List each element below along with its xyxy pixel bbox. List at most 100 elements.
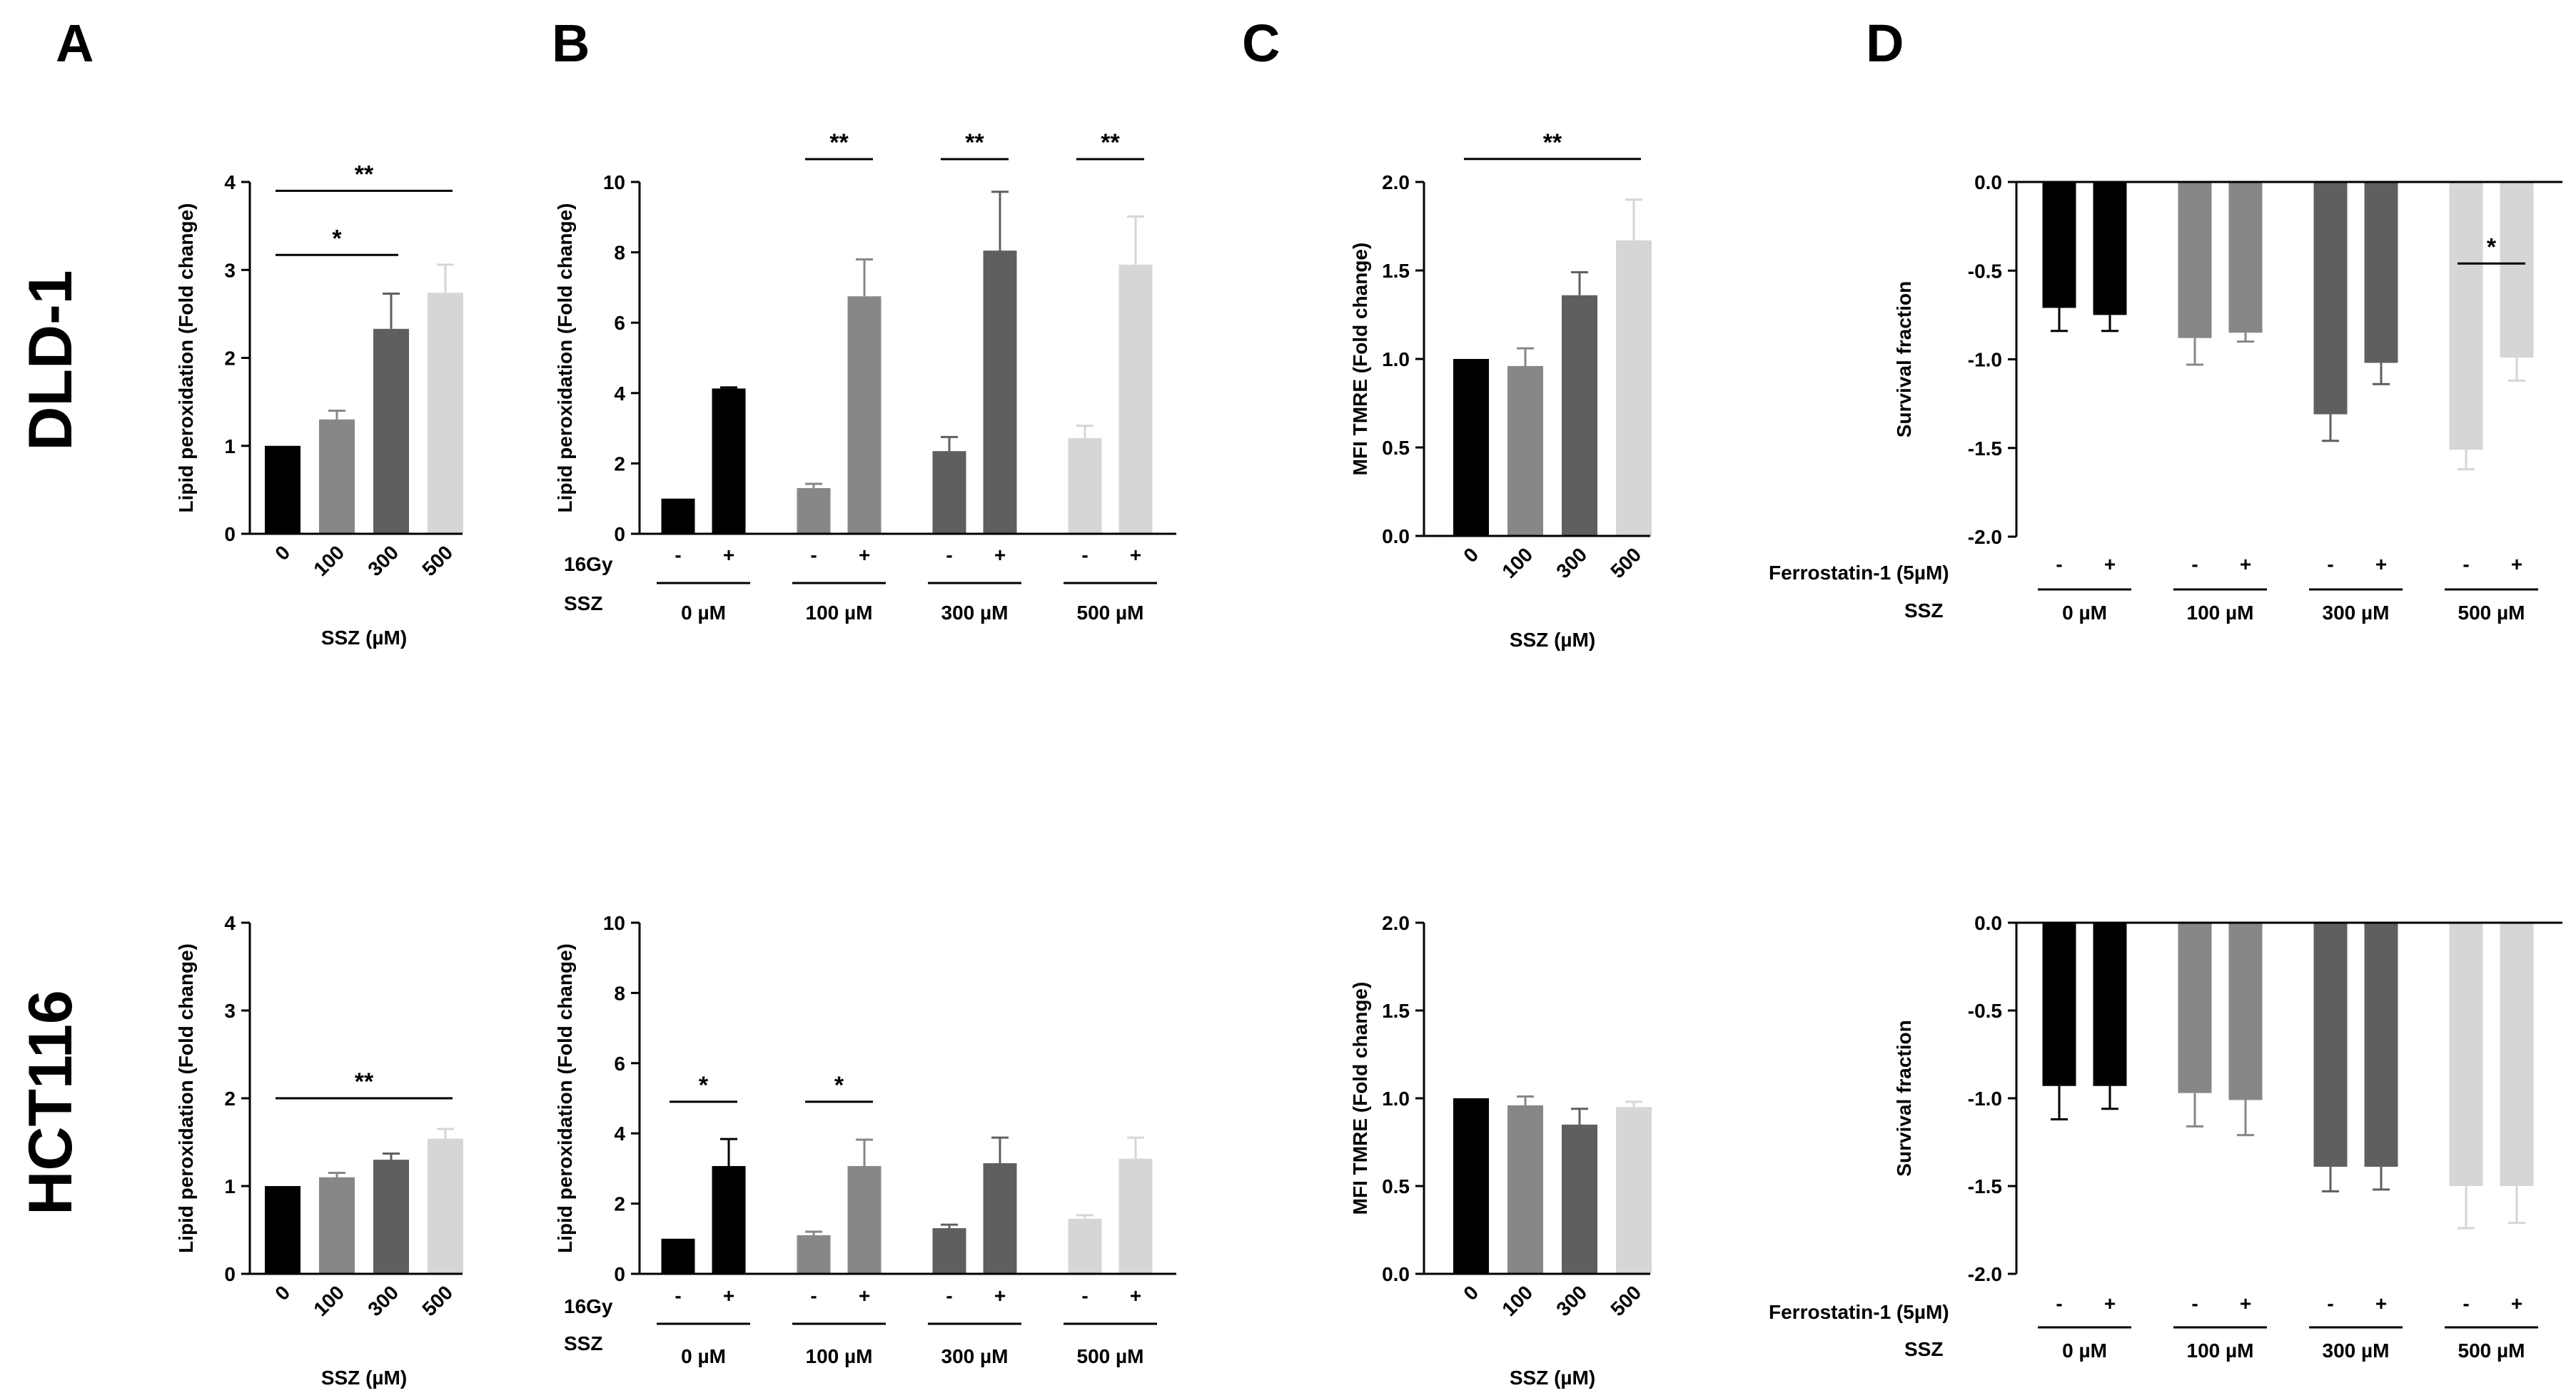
- bar-c2-2: [1562, 1124, 1597, 1274]
- y-tick-label-a1-3: 3: [224, 259, 236, 281]
- ssz-label-b1: SSZ: [564, 592, 602, 614]
- y-tick-label-a1-1: 1: [224, 435, 236, 457]
- pm-label-b1-7: +: [1130, 544, 1141, 566]
- bar-a1-0: [265, 445, 300, 534]
- pm-label-d2-1: +: [2104, 1292, 2116, 1315]
- sig-star-b1-0: **: [829, 129, 849, 156]
- bar-d2-0: [2042, 923, 2076, 1086]
- y-axis-title-c1: MFI TMRE (Fold change): [1349, 243, 1371, 476]
- bar-b2-7: [1118, 1158, 1153, 1274]
- bar-d2-3: [2228, 923, 2263, 1100]
- pm-label-b1-6: -: [1081, 544, 1088, 566]
- bar-b2-5: [983, 1163, 1017, 1274]
- group-label-d1-0: 0 µM: [2062, 602, 2107, 624]
- bar-b2-2: [797, 1235, 831, 1274]
- sig-star-d1-0: *: [2487, 233, 2497, 260]
- pm-label-b2-7: +: [1130, 1285, 1141, 1307]
- x-axis-title-c1: SSZ (µM): [1510, 629, 1595, 651]
- x-tick-label-a2-2: 300: [363, 1281, 403, 1320]
- group-label-d1-2: 300 µM: [2323, 602, 2390, 624]
- bar-b2-6: [1068, 1218, 1102, 1274]
- y-axis-title-a1: Lipid peroxidation (Fold change): [175, 203, 197, 513]
- bar-a2-0: [265, 1186, 300, 1274]
- ssz-label-d1: SSZ: [1904, 599, 1943, 622]
- ssz-label-d2: SSZ: [1904, 1338, 1943, 1360]
- chart-c2: 0.0 0.5 1.0 1.5 2.0 MFI TMRE (Fold change) 0 10…: [1349, 912, 1652, 1389]
- x-axis-title-a1: SSZ (µM): [321, 627, 407, 649]
- chart-d2: 0.0 -0.5 -1.0 -1.5 -2.0 Survival fraction - + - +…: [1769, 912, 2562, 1362]
- bar-b1-4: [932, 451, 966, 534]
- x-tick-label-a1-1: 100: [309, 541, 348, 580]
- condition-label-d2: Ferrostatin-1 (5µM): [1769, 1301, 1949, 1323]
- y-tick-label-b1-3: 6: [614, 312, 625, 334]
- x-axis-title-c2: SSZ (µM): [1510, 1367, 1595, 1389]
- y-tick-label-d2-0: 0.0: [1974, 912, 2002, 934]
- sig-star-b2-1: *: [834, 1072, 844, 1099]
- bar-b1-3: [847, 296, 882, 534]
- y-tick-label-b2-5: 10: [603, 912, 625, 934]
- x-tick-label-c1-0: 0: [1459, 543, 1483, 567]
- pm-label-d2-5: +: [2375, 1292, 2387, 1315]
- panel-letter-d: D: [1866, 14, 1904, 73]
- bar-d1-3: [2228, 182, 2263, 333]
- pm-label-b2-1: +: [723, 1285, 734, 1307]
- bar-d1-1: [2093, 182, 2127, 315]
- pm-label-d2-0: -: [2056, 1292, 2062, 1315]
- pm-label-d2-6: -: [2463, 1292, 2469, 1315]
- pm-label-b1-4: -: [946, 544, 952, 566]
- bar-d2-2: [2178, 923, 2212, 1093]
- y-tick-label-d1-1: -0.5: [1968, 260, 2002, 282]
- y-tick-label-d1-4: -2.0: [1968, 526, 2002, 548]
- pm-label-b2-5: +: [994, 1285, 1006, 1307]
- sig-star-b1-1: **: [965, 129, 984, 156]
- bar-b1-1: [712, 388, 746, 534]
- y-axis-title-a2: Lipid peroxidation (Fold change): [175, 943, 197, 1253]
- y-tick-label-b1-5: 10: [603, 171, 625, 193]
- bar-b2-3: [847, 1165, 882, 1274]
- row-label-dld1: DLD-1: [16, 270, 85, 450]
- group-label-d2-3: 500 µM: [2458, 1339, 2525, 1362]
- pm-label-b2-3: +: [859, 1285, 870, 1307]
- y-tick-label-b2-4: 8: [614, 982, 625, 1004]
- bar-a1-3: [428, 293, 463, 534]
- x-tick-label-a2-1: 100: [309, 1281, 348, 1320]
- pm-label-b1-1: +: [723, 544, 734, 566]
- bar-a2-3: [428, 1138, 463, 1274]
- pm-label-b1-3: +: [859, 544, 870, 566]
- bar-c2-1: [1507, 1105, 1543, 1274]
- y-tick-label-d1-0: 0.0: [1974, 171, 2002, 193]
- x-tick-label-a2-0: 0: [271, 1281, 294, 1305]
- y-tick-label-c2-0: 0.0: [1382, 1263, 1410, 1285]
- bar-c1-2: [1562, 295, 1597, 536]
- condition-label-b1: 16Gy: [564, 553, 613, 575]
- group-label-b2-1: 100 µM: [806, 1345, 873, 1367]
- ssz-label-b2: SSZ: [564, 1332, 602, 1354]
- pm-label-b1-2: -: [810, 544, 817, 566]
- sig-star-a1-1: **: [355, 161, 374, 188]
- x-tick-label-c1-3: 500: [1606, 543, 1645, 582]
- x-tick-label-c2-0: 0: [1459, 1281, 1483, 1305]
- pm-label-b2-4: -: [946, 1285, 952, 1307]
- y-tick-label-c1-3: 1.5: [1382, 260, 1410, 282]
- y-axis-title-d2: Survival fraction: [1893, 1020, 1915, 1176]
- x-tick-label-c1-1: 100: [1497, 543, 1537, 582]
- bar-d2-1: [2093, 923, 2127, 1086]
- pm-label-b2-6: -: [1081, 1285, 1088, 1307]
- group-label-d1-3: 500 µM: [2458, 602, 2525, 624]
- group-label-d2-1: 100 µM: [2187, 1339, 2254, 1362]
- bar-b1-6: [1068, 437, 1102, 534]
- x-axis-title-a2: SSZ (µM): [321, 1367, 407, 1389]
- y-tick-label-a1-2: 2: [224, 348, 236, 370]
- pm-label-d1-3: +: [2240, 553, 2251, 575]
- pm-label-d1-4: -: [2327, 553, 2333, 575]
- y-tick-label-c1-4: 2.0: [1382, 171, 1410, 193]
- pm-label-b2-2: -: [810, 1285, 817, 1307]
- condition-label-b2: 16Gy: [564, 1295, 613, 1317]
- bar-d1-2: [2178, 182, 2212, 338]
- x-tick-label-c2-2: 300: [1552, 1281, 1591, 1320]
- sig-star-b2-0: *: [699, 1072, 709, 1099]
- bar-b1-5: [983, 250, 1017, 534]
- bar-d2-7: [2500, 923, 2534, 1186]
